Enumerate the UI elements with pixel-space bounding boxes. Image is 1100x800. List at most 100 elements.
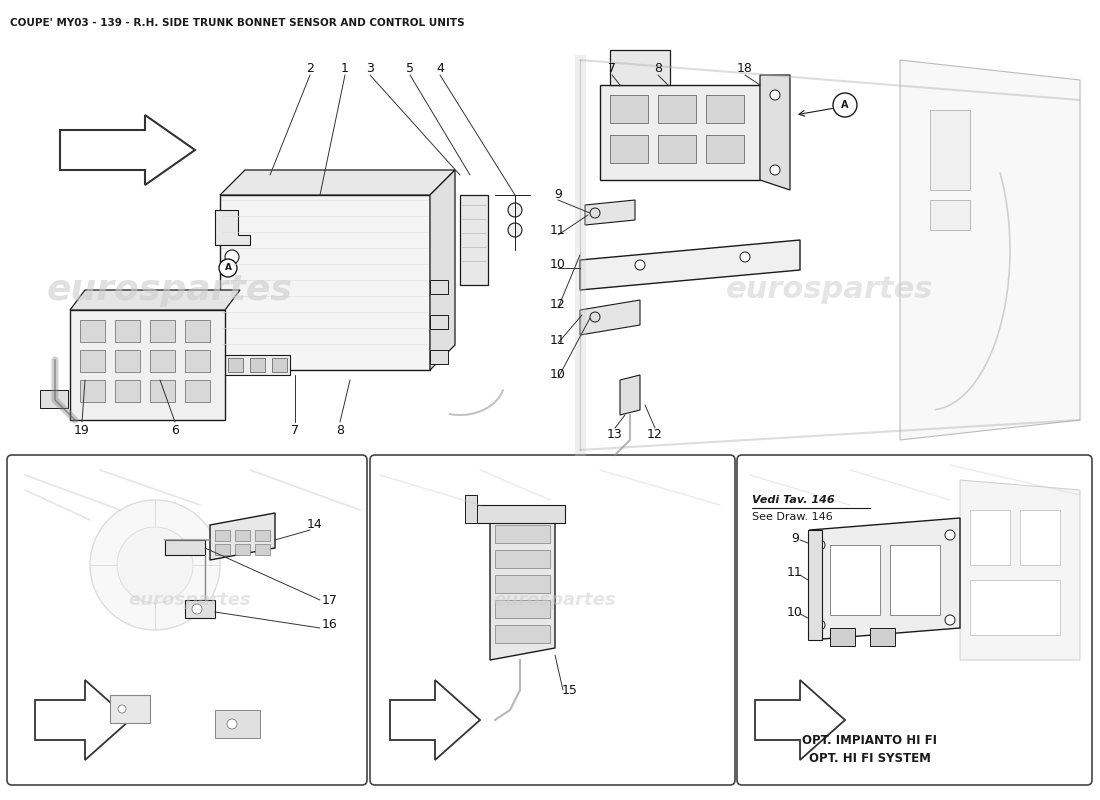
Bar (658, 95, 696, 123)
Text: 8: 8 (336, 423, 344, 437)
Text: A: A (842, 100, 849, 110)
Text: 13: 13 (607, 429, 623, 442)
Text: OPT. HI FI SYSTEM: OPT. HI FI SYSTEM (810, 751, 931, 765)
Bar (970, 580, 1060, 635)
Bar (658, 135, 696, 163)
Text: 12: 12 (647, 429, 663, 442)
Text: 8: 8 (654, 62, 662, 74)
Bar (116, 320, 140, 342)
Text: 19: 19 (74, 423, 90, 437)
Text: 9: 9 (791, 531, 799, 545)
Circle shape (219, 259, 236, 277)
Text: 12: 12 (550, 298, 565, 311)
Polygon shape (222, 355, 290, 375)
Bar (214, 544, 230, 555)
Bar (185, 320, 210, 342)
Text: 6: 6 (172, 423, 179, 437)
Bar (110, 695, 150, 723)
Text: eurospartes: eurospartes (129, 591, 251, 609)
Polygon shape (220, 195, 430, 370)
Text: 4: 4 (436, 62, 444, 74)
Bar (250, 358, 265, 372)
Bar (430, 280, 448, 294)
Polygon shape (580, 240, 800, 290)
FancyBboxPatch shape (370, 455, 735, 785)
Polygon shape (610, 50, 670, 85)
Text: 7: 7 (608, 62, 616, 74)
Polygon shape (600, 85, 760, 180)
Text: 9: 9 (554, 189, 562, 202)
Bar (830, 628, 855, 646)
Text: eurospartes: eurospartes (494, 591, 616, 609)
Bar (40, 390, 68, 408)
Text: 10: 10 (550, 258, 565, 271)
Polygon shape (165, 540, 205, 555)
Bar (150, 320, 175, 342)
Text: 10: 10 (550, 369, 565, 382)
Bar (930, 110, 970, 190)
Bar (255, 530, 270, 541)
Bar (185, 380, 210, 402)
Bar (80, 320, 104, 342)
Text: 7: 7 (292, 423, 299, 437)
Text: 1: 1 (341, 62, 349, 74)
Bar (150, 350, 175, 372)
Circle shape (590, 208, 600, 218)
Bar (430, 350, 448, 364)
Circle shape (90, 500, 220, 630)
Polygon shape (585, 200, 635, 225)
Bar (495, 550, 550, 568)
Bar (495, 625, 550, 643)
Bar (495, 600, 550, 618)
Bar (610, 135, 648, 163)
Bar (255, 544, 270, 555)
Text: 16: 16 (322, 618, 338, 631)
Circle shape (508, 203, 522, 217)
Bar (930, 200, 970, 230)
Circle shape (815, 620, 825, 630)
Circle shape (192, 604, 202, 614)
Bar (228, 358, 243, 372)
Text: 3: 3 (366, 62, 374, 74)
Polygon shape (210, 513, 275, 560)
Circle shape (227, 719, 236, 729)
Circle shape (815, 540, 825, 550)
Text: 18: 18 (737, 62, 752, 74)
Bar (80, 380, 104, 402)
Text: Vedi Tav. 146: Vedi Tav. 146 (752, 495, 835, 505)
Bar (116, 380, 140, 402)
Circle shape (226, 250, 239, 264)
Polygon shape (390, 680, 480, 760)
Bar (80, 350, 104, 372)
Bar (1020, 510, 1060, 565)
Circle shape (770, 90, 780, 100)
Text: 2: 2 (306, 62, 313, 74)
Text: 11: 11 (788, 566, 803, 579)
Circle shape (945, 530, 955, 540)
Text: 10: 10 (788, 606, 803, 618)
Text: 17: 17 (322, 594, 338, 606)
Circle shape (833, 93, 857, 117)
Polygon shape (214, 210, 250, 245)
Bar (214, 530, 230, 541)
Text: 14: 14 (307, 518, 323, 531)
Bar (272, 358, 287, 372)
Bar (116, 350, 140, 372)
Text: eurospartes: eurospartes (47, 273, 293, 307)
Circle shape (635, 260, 645, 270)
Polygon shape (580, 300, 640, 335)
Bar (465, 495, 477, 523)
Polygon shape (755, 680, 845, 760)
Polygon shape (808, 530, 822, 640)
Text: 5: 5 (406, 62, 414, 74)
Circle shape (945, 615, 955, 625)
Circle shape (508, 223, 522, 237)
Polygon shape (960, 480, 1080, 660)
Bar (235, 544, 250, 555)
Bar (475, 505, 565, 523)
Polygon shape (185, 600, 214, 618)
Text: OPT. IMPIANTO HI FI: OPT. IMPIANTO HI FI (803, 734, 937, 746)
Bar (495, 525, 550, 543)
Bar (185, 350, 210, 372)
Bar (430, 315, 448, 329)
